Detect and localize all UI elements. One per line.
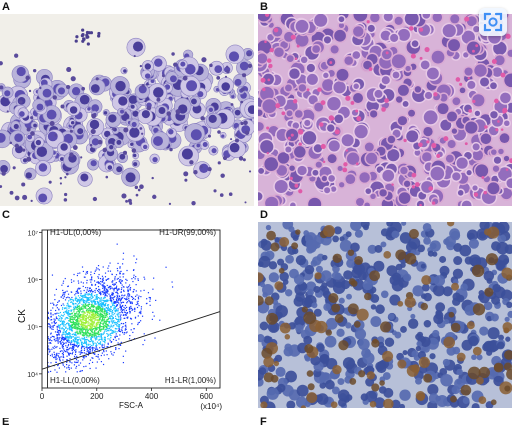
ihc-tissue-image: [258, 222, 512, 408]
density-points: [47, 243, 174, 373]
y-tick-label: 10⁷: [28, 230, 39, 237]
quadrant-gate-diagonal: [41, 311, 221, 370]
panel-label-e: E: [2, 416, 10, 428]
x-axis-scale-note: (x10⁴): [200, 402, 222, 411]
he-tissue-image: [258, 14, 512, 206]
x-axis-label: FSC-A: [119, 401, 144, 410]
y-tick-label: 10⁵: [27, 325, 38, 332]
flow-cytometry-chart: 10⁴ 10⁵ 10⁶ 10⁷ 0 200 400 600 H1-UL(0,00%) H1-…: [0, 218, 254, 418]
chart-axes: [39, 229, 221, 391]
x-tick-label: 200: [90, 392, 104, 401]
y-tick-label: 10⁶: [27, 278, 38, 285]
y-axis-label: CK: [17, 309, 28, 323]
panel-label-d: D: [260, 209, 268, 221]
quadrant-label-ll: H1-LL(0,00%): [50, 376, 100, 385]
panel-label-f: F: [260, 416, 267, 428]
panel-label-b: B: [260, 1, 268, 13]
ihc-cells: [258, 222, 512, 408]
scan-icon: [483, 12, 503, 32]
x-tick-label: 0: [40, 392, 45, 401]
panel-label-c: C: [2, 209, 10, 221]
quadrant-label-ul: H1-UL(0,00%): [50, 228, 101, 237]
smear-cells: [0, 28, 254, 206]
he-cells: [258, 14, 512, 206]
quadrant-label-ur: H1-UR(99,00%): [159, 228, 216, 237]
cytology-smear-image: [0, 14, 254, 206]
panel-label-a: A: [2, 1, 10, 13]
y-tick-label: 10⁴: [27, 372, 38, 379]
image-scan-button[interactable]: [479, 8, 507, 36]
x-tick-label: 600: [200, 392, 214, 401]
quadrant-label-lr: H1-LR(1,00%): [165, 376, 216, 385]
x-tick-label: 400: [145, 392, 159, 401]
